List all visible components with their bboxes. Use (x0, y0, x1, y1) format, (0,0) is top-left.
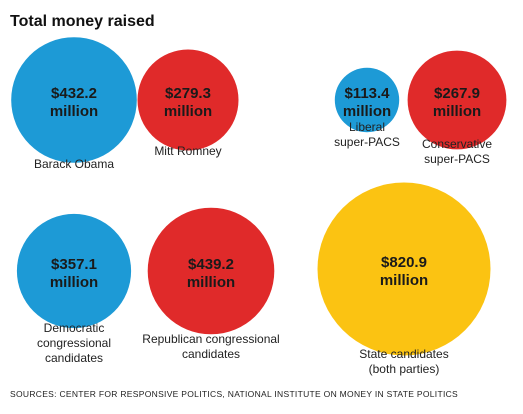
bubble-label: Conservative (422, 137, 492, 151)
bubble-circle (317, 182, 491, 356)
bubble-circle (147, 207, 275, 335)
bubble-label: super-PACS (424, 152, 490, 166)
bubble-value: $357.1 (51, 256, 97, 273)
bubble-label: Liberal (349, 120, 385, 134)
bubble-unit: million (164, 103, 212, 120)
bubble-circle (16, 213, 132, 329)
bubble-unit: million (433, 103, 481, 120)
bubble-circle (137, 49, 239, 151)
bubble-unit: million (343, 103, 391, 120)
bubble-label: congressional (37, 336, 111, 350)
bubble-label: Barack Obama (34, 157, 114, 171)
bubble-value: $432.2 (51, 85, 97, 102)
bubble-value: $820.9 (381, 254, 427, 271)
chart-title: Total money raised (10, 13, 155, 30)
bubble-value: $267.9 (434, 85, 480, 102)
bubble-value: $439.2 (188, 256, 234, 273)
bubble-unit: million (50, 103, 98, 120)
bubble-label: candidates (182, 347, 240, 361)
bubble-unit: million (380, 272, 428, 289)
bubble-circle (334, 67, 400, 133)
bubble-label: Republican congressional (142, 332, 279, 346)
bubble-value: $279.3 (165, 85, 211, 102)
bubble-unit: million (50, 274, 98, 291)
bubble-unit: million (187, 274, 235, 291)
bubble-circle (11, 37, 137, 163)
bubble-label: super-PACS (334, 135, 400, 149)
bubble-value: $113.4 (344, 85, 390, 102)
bubble-label: candidates (45, 351, 103, 365)
bubble-label: Democratic (44, 321, 105, 335)
bubble-label: Mitt Romney (154, 144, 221, 158)
source-note: SOURCES: CENTER FOR RESPONSIVE POLITICS,… (10, 389, 458, 399)
bubble-circle (407, 50, 507, 150)
bubble-label: (both parties) (369, 362, 440, 376)
bubble-label: State candidates (359, 347, 448, 361)
